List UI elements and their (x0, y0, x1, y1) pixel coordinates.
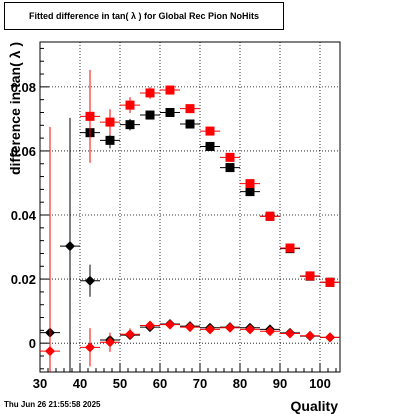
y-tick-label: 0.08 (11, 80, 36, 95)
data-point (225, 163, 235, 173)
chart-title: Fitted difference in tan( λ ) for Global… (4, 2, 284, 30)
data-point (145, 110, 155, 120)
x-tick-label: 80 (233, 376, 247, 391)
data-point (125, 100, 135, 110)
data-point (105, 135, 115, 145)
data-point (205, 141, 215, 151)
x-tick-label: 90 (273, 376, 287, 391)
data-point (105, 117, 115, 127)
data-point (245, 324, 255, 335)
data-point (245, 187, 255, 197)
x-axis-ticks: 30 40 50 60 70 80 90 100 (33, 363, 337, 391)
y-axis-label: difference in tan( λ ) (7, 42, 23, 175)
y-tick-label: 0 (29, 336, 36, 351)
data-point (85, 111, 95, 121)
data-point (205, 126, 215, 136)
data-point (225, 152, 235, 162)
data-point (45, 346, 55, 357)
data-point (145, 320, 155, 331)
plot-frame (39, 41, 341, 373)
timestamp-footer: Thu Jun 26 21:55:58 2025 (4, 400, 101, 409)
x-tick-label: 60 (153, 376, 167, 391)
data-point (105, 337, 115, 348)
data-point (185, 322, 195, 333)
y-tick-label: 0.06 (11, 144, 36, 159)
y-tick-label: 0.02 (11, 272, 36, 287)
data-point (305, 330, 315, 341)
data-point (185, 119, 195, 129)
data-point (245, 179, 255, 189)
data-series (40, 69, 340, 372)
grid-lines (40, 42, 340, 372)
data-point (285, 328, 295, 339)
data-point (325, 332, 335, 343)
data-point (65, 241, 75, 252)
data-point (85, 275, 95, 286)
data-point (125, 120, 135, 130)
data-point (325, 277, 335, 287)
data-point (205, 324, 215, 335)
x-tick-label: 70 (193, 376, 207, 391)
data-point (265, 326, 275, 337)
series-3 (40, 126, 340, 372)
data-point (165, 107, 175, 117)
data-point (125, 329, 135, 340)
data-point (145, 88, 155, 98)
data-point (165, 85, 175, 95)
x-axis-label: Quality (291, 398, 339, 414)
x-tick-label: 50 (113, 376, 127, 391)
data-point (305, 271, 315, 281)
x-tick-label: 100 (309, 376, 331, 391)
x-tick-label: 40 (73, 376, 87, 391)
data-point (85, 342, 95, 353)
data-point (185, 104, 195, 114)
data-point (165, 319, 175, 330)
y-tick-label: 0.04 (11, 208, 37, 223)
y-axis-ticks: 0 0.02 0.04 0.06 0.08 (11, 47, 49, 370)
data-point (265, 211, 275, 221)
x-tick-label: 30 (33, 376, 47, 391)
data-point (285, 243, 295, 253)
series-1 (80, 69, 340, 287)
data-point (225, 322, 235, 333)
